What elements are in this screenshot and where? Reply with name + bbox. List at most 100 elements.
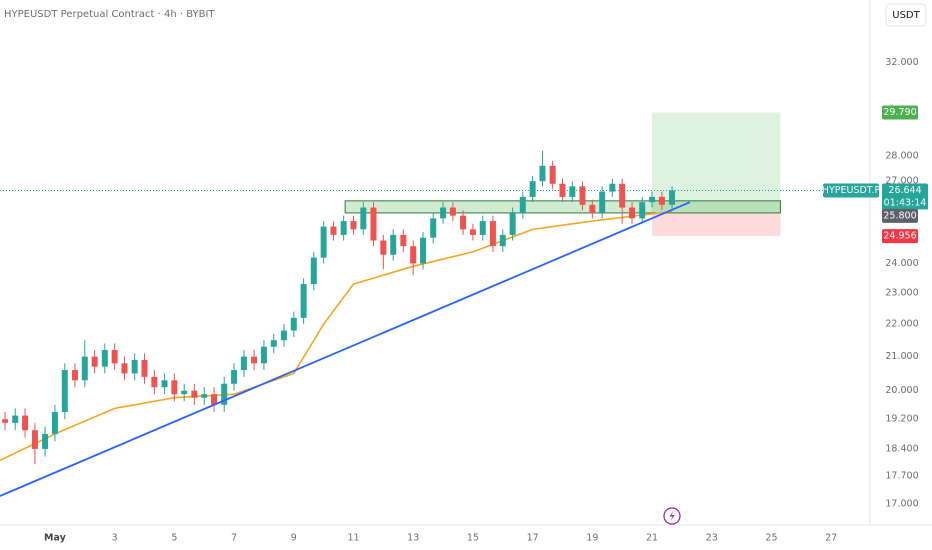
y-tick-label: 24.000 bbox=[885, 258, 918, 269]
candle bbox=[181, 383, 188, 402]
candle bbox=[81, 340, 88, 388]
candle-body bbox=[171, 380, 178, 395]
candle-body bbox=[400, 234, 407, 247]
candle-body bbox=[380, 240, 387, 255]
candle-body bbox=[489, 221, 496, 247]
candle-body bbox=[290, 317, 297, 331]
entry-label: 25.800 bbox=[883, 210, 916, 221]
candle bbox=[340, 215, 347, 241]
x-tick-label: 11 bbox=[347, 533, 359, 544]
currency-button[interactable] bbox=[885, 3, 927, 27]
candle bbox=[240, 350, 247, 377]
candle bbox=[61, 363, 68, 420]
y-tick-label: 32.000 bbox=[885, 57, 918, 68]
alert-icon[interactable] bbox=[663, 507, 681, 525]
candle bbox=[649, 191, 656, 208]
candle bbox=[569, 181, 576, 203]
target-label-bg bbox=[882, 105, 918, 120]
y-tick-label: 17.700 bbox=[885, 470, 918, 481]
y-tick-label: 20.000 bbox=[885, 385, 918, 396]
candle bbox=[440, 202, 447, 224]
candle-body bbox=[420, 237, 427, 264]
candle bbox=[42, 426, 49, 457]
candle-body bbox=[669, 190, 676, 205]
candle bbox=[460, 210, 467, 235]
candle bbox=[430, 212, 437, 244]
candle-body bbox=[151, 376, 158, 388]
candle bbox=[300, 278, 307, 325]
candle bbox=[639, 196, 646, 224]
candle bbox=[400, 229, 407, 252]
candle bbox=[599, 186, 606, 219]
currency-label[interactable]: USDT bbox=[892, 10, 920, 21]
candle bbox=[12, 408, 19, 431]
candle bbox=[609, 178, 616, 197]
candle-body bbox=[350, 221, 357, 230]
stop-label-bg bbox=[882, 229, 918, 244]
candle-body bbox=[639, 202, 646, 219]
candle-body bbox=[519, 196, 526, 213]
candle bbox=[390, 229, 397, 261]
candle-body bbox=[221, 383, 228, 405]
symbol-badge: HYPEUSDT.P bbox=[822, 185, 881, 196]
candle bbox=[479, 215, 486, 241]
candle bbox=[529, 176, 536, 203]
x-tick-label: 17 bbox=[527, 533, 539, 544]
candle-body bbox=[201, 394, 208, 398]
candle-body bbox=[599, 191, 606, 213]
chart-title: HYPEUSDT Perpetual Contract · 4h · BYBIT bbox=[4, 9, 215, 20]
candle-body bbox=[300, 284, 307, 318]
candle-body bbox=[529, 181, 536, 197]
candle-body bbox=[609, 183, 616, 192]
candle bbox=[310, 251, 317, 291]
candle bbox=[51, 404, 58, 442]
candle bbox=[539, 150, 546, 187]
y-tick-label: 18.400 bbox=[885, 443, 918, 454]
candle bbox=[231, 363, 238, 391]
candle-body bbox=[42, 433, 49, 449]
candle bbox=[201, 387, 208, 405]
candle-body bbox=[629, 207, 636, 219]
candle bbox=[22, 408, 29, 438]
candle bbox=[280, 324, 287, 347]
candle-body bbox=[658, 196, 665, 205]
candle-body bbox=[320, 226, 327, 258]
candle bbox=[519, 191, 526, 219]
candle-body bbox=[31, 430, 38, 449]
candle bbox=[71, 363, 78, 388]
candle bbox=[360, 202, 367, 235]
candle bbox=[2, 411, 9, 431]
countdown-bg bbox=[882, 196, 928, 210]
candle bbox=[31, 422, 38, 465]
candle-body bbox=[569, 186, 576, 197]
candle-body bbox=[231, 370, 238, 384]
y-tick-label: 28.000 bbox=[885, 150, 918, 161]
alert-icon-bolt[interactable] bbox=[669, 510, 675, 522]
y-tick-label: 19.200 bbox=[885, 414, 918, 425]
y-tick-label: 17.000 bbox=[885, 499, 918, 510]
candle-body bbox=[251, 356, 258, 364]
candle-body bbox=[161, 380, 168, 388]
y-tick-label: 22.000 bbox=[885, 319, 918, 330]
candle-body bbox=[181, 390, 188, 395]
x-tick-label: 13 bbox=[407, 533, 419, 544]
candle bbox=[410, 240, 417, 276]
last-price-label: 26.644 bbox=[888, 185, 921, 196]
candle bbox=[380, 234, 387, 270]
candle bbox=[350, 215, 357, 235]
candle-body bbox=[649, 196, 656, 203]
candle-body bbox=[211, 394, 218, 405]
candle-body bbox=[270, 340, 277, 347]
candle bbox=[141, 353, 148, 384]
loss-zone bbox=[652, 212, 781, 237]
x-tick-label: 19 bbox=[586, 533, 598, 544]
candle bbox=[320, 221, 327, 264]
x-tick-label: May bbox=[44, 533, 67, 544]
candle-body bbox=[240, 356, 247, 371]
candle bbox=[121, 356, 128, 381]
candle bbox=[131, 353, 138, 381]
candle-body bbox=[71, 370, 78, 381]
candle bbox=[290, 311, 297, 337]
candle-body bbox=[12, 415, 19, 423]
